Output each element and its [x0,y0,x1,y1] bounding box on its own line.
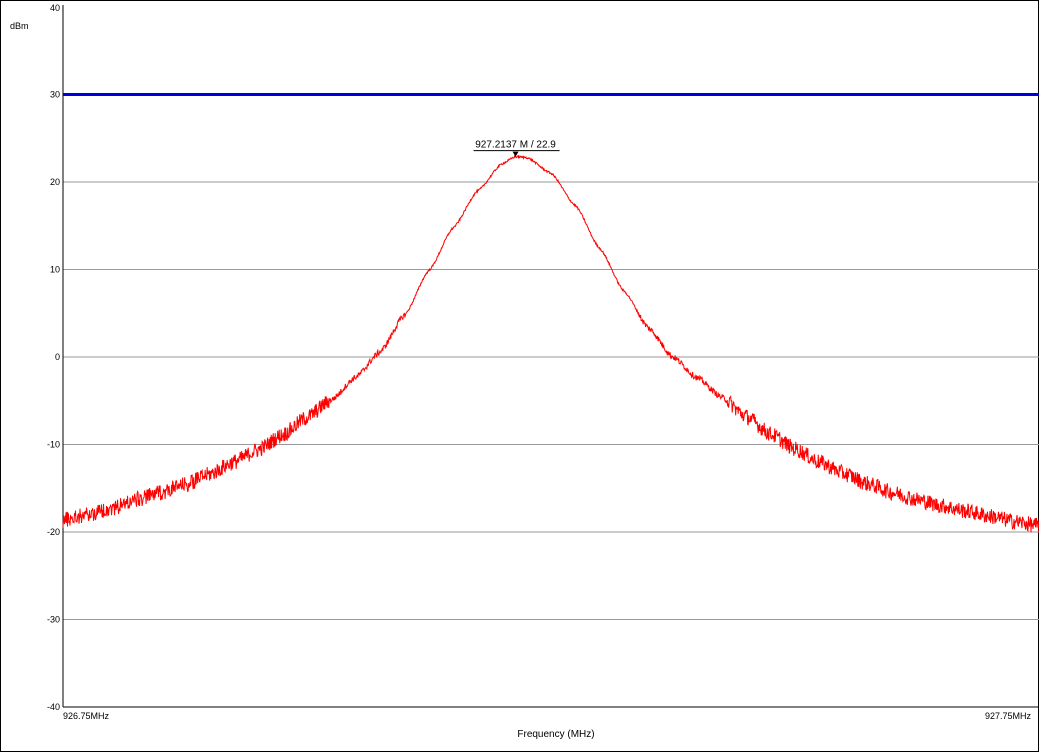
grid-layer [63,94,1039,620]
y-tick-label: -30 [47,615,60,625]
y-tick-label: 40 [50,3,60,13]
spectrum-trace [62,154,1039,533]
y-tick-label: -10 [47,440,60,450]
y-tick-label: 0 [55,352,60,362]
y-tick-label: -20 [47,527,60,537]
trace-layer [62,154,1039,533]
x-tick-label: 926.75MHz [63,711,110,721]
y-tick-label: 30 [50,90,60,100]
x-axis-title: Frequency (MHz) [517,729,594,740]
y-axis-unit-label: dBm [10,21,29,31]
y-tick-label: 20 [50,177,60,187]
x-tick-label: 927.75MHz [985,711,1032,721]
marker-layer: 927.2137 M / 22.9 [473,140,560,157]
peak-marker-label: 927.2137 M / 22.9 [475,140,556,151]
label-layer: dBm Frequency (MHz) [10,21,595,740]
y-tick-label: -40 [47,702,60,712]
peak-marker-icon [512,151,519,157]
y-tick-label: 10 [50,265,60,275]
